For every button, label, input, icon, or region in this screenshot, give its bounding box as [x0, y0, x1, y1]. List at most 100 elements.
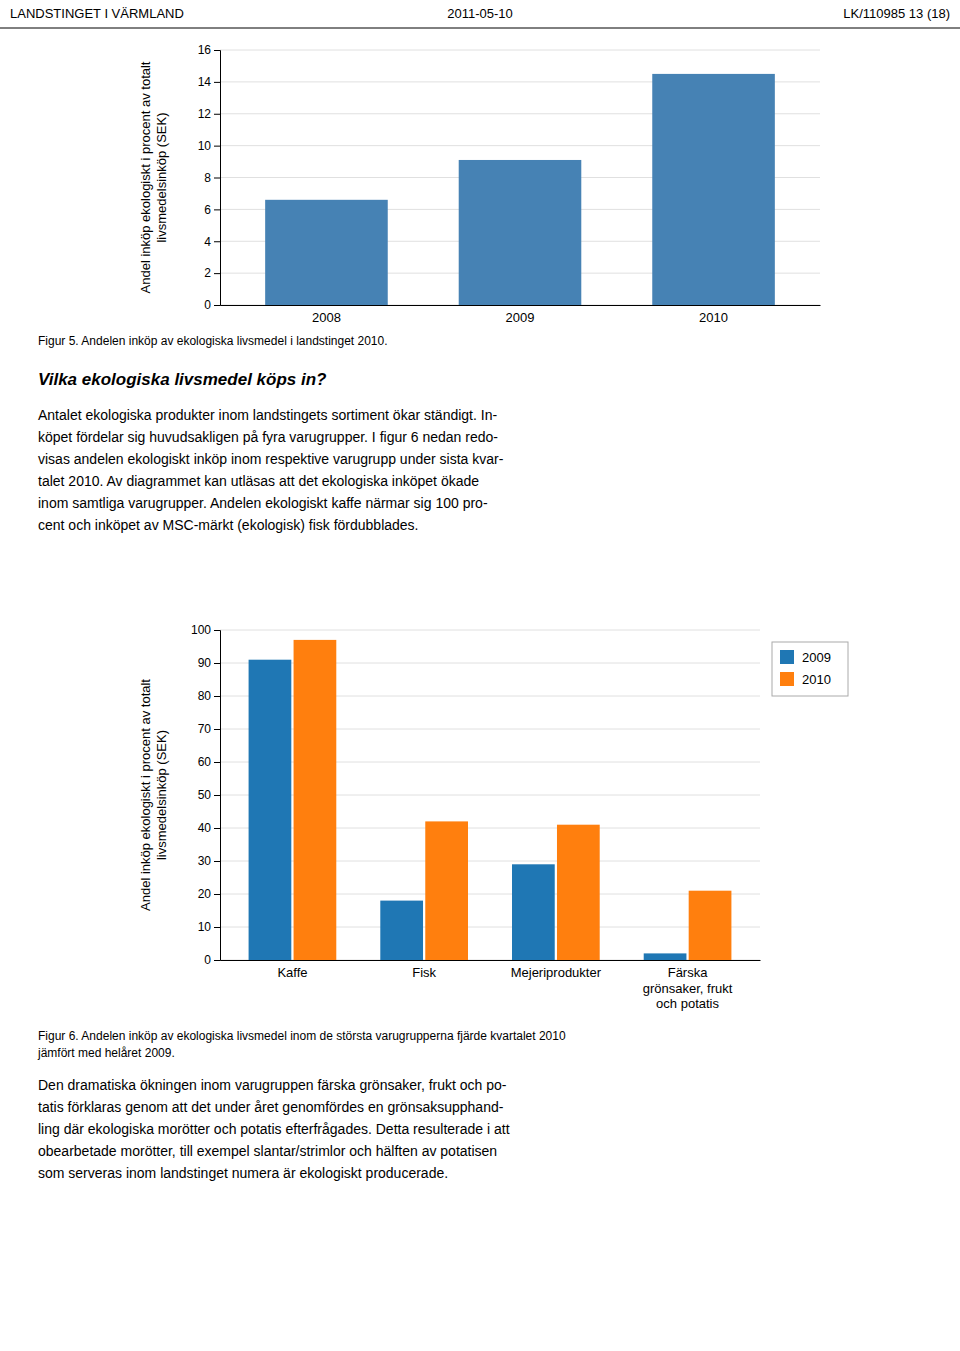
paragraph-line: obearbetade morötter, till exempel slant… [38, 1143, 497, 1159]
y-tick: 2 [204, 266, 220, 280]
legend-label: 2009 [802, 650, 831, 665]
x-tick-label: Mejeriprodukter [511, 965, 602, 980]
bar-series [294, 640, 732, 960]
y-axis-title: Andel inköp ekologiskt i procent av tota… [138, 679, 169, 911]
y-tick: 10 [198, 139, 220, 153]
legend-swatch [780, 650, 794, 664]
y-tick: 8 [204, 171, 220, 185]
x-tick-label: 2010 [699, 310, 728, 325]
x-axis: 2008 2009 2010 [221, 306, 821, 326]
header-center: 2011-05-10 [447, 6, 513, 21]
caption-line: Figur 5. Andelen inköp av ekologiska liv… [38, 334, 388, 348]
y-tick: 80 [198, 689, 220, 703]
grid [220, 630, 760, 960]
paragraph: Den dramatiska ökningen inom varugruppen… [38, 1077, 510, 1181]
x-tick: Kaffe [277, 965, 307, 980]
y-tick: 10 [198, 920, 220, 934]
y-tick-label: 100 [191, 623, 211, 637]
bar [380, 901, 423, 960]
caption: Figur 6. Andelen inköp av ekologiska liv… [37, 1029, 566, 1060]
y-tick-mark [214, 729, 220, 730]
y-tick-label: 6 [204, 203, 211, 217]
y-axis: 0 2 4 6 8 10 12 14 16 [198, 43, 221, 312]
bar [512, 864, 555, 960]
y-tick-mark [214, 762, 220, 763]
x-tick: 2008 [312, 310, 341, 325]
y-tick-mark [214, 241, 220, 242]
y-tick-label: 70 [198, 722, 212, 736]
y-axis-line [214, 51, 221, 306]
y-tick-mark [214, 927, 220, 928]
x-axis-line [221, 960, 761, 961]
bar [652, 74, 775, 305]
paragraph-line: ling där ekologiska morötter och potatis… [38, 1121, 510, 1137]
bars [249, 640, 732, 960]
y-tick-mark [214, 696, 220, 697]
y-tick-label: 4 [204, 235, 211, 249]
y-tick-mark [214, 209, 220, 210]
y-tick-label: 30 [198, 854, 212, 868]
y-tick-label: 12 [198, 107, 212, 121]
legend-entry: 2009 [780, 650, 831, 665]
y-tick: 30 [198, 854, 220, 868]
y-tick-mark [214, 273, 220, 274]
y-tick-mark [214, 82, 220, 83]
page: LANDSTINGET I VÄRMLAND 2011-05-10 LK/11098… [0, 0, 960, 1351]
y-tick-label: 14 [198, 75, 212, 89]
heading: Vilka ekologiska livsmedel köps in? [38, 370, 327, 389]
x-tick-label: 2008 [312, 310, 341, 325]
x-tick: Mejeriprodukter [511, 965, 602, 980]
header-right: LK/110985 13 (18) [843, 6, 950, 21]
x-tick-label: Kaffe [277, 965, 307, 980]
paragraph-line: som serveras inom landstinget numera är … [38, 1165, 448, 1181]
bar-series [265, 74, 775, 305]
y-tick: 90 [198, 656, 220, 670]
y-tick-label: 90 [198, 656, 212, 670]
paragraph-line: köpet fördelar sig huvudsakligen på fyra… [38, 429, 498, 445]
paragraph-line: Antalet ekologiska produkter inom landst… [38, 407, 497, 423]
header-left: LANDSTINGET I VÄRMLAND [10, 6, 184, 21]
y-tick-label: 60 [198, 755, 212, 769]
y-tick-mark [214, 663, 220, 664]
y-tick: 12 [198, 107, 220, 121]
paragraph-line: visas andelen ekologiskt inköp inom resp… [38, 451, 504, 467]
y-tick-label: 8 [204, 171, 211, 185]
x-tick: 2009 [506, 310, 535, 325]
bar [249, 660, 292, 960]
y-tick-label: 40 [198, 821, 212, 835]
y-tick: 6 [204, 203, 220, 217]
legend-label: 2010 [802, 672, 831, 687]
bar [294, 640, 337, 960]
header: LANDSTINGET I VÄRMLAND 2011-05-10 LK/11098… [0, 6, 960, 28]
x-axis-line [221, 305, 821, 306]
y-tick-mark [214, 828, 220, 829]
paragraph-line: Den dramatiska ökningen inom varugruppen… [38, 1077, 507, 1093]
y-tick-label: 10 [198, 920, 212, 934]
y-tick-mark [214, 894, 220, 895]
paragraph-line: inom samtliga varugrupper. Andelen ekolo… [38, 495, 488, 511]
header-rule [0, 28, 960, 29]
y-tick-label: 50 [198, 788, 212, 802]
x-tick: Fisk [412, 965, 436, 980]
y-axis-title: Andel inköp ekologiskt i procent av tota… [138, 61, 169, 293]
y-tick: 100 [191, 623, 220, 637]
caption-line: jämfört med helåret 2009. [37, 1046, 175, 1060]
bar [689, 891, 732, 960]
y-tick-label: 2 [204, 266, 211, 280]
legend-swatch [780, 672, 794, 686]
y-tick: 60 [198, 755, 220, 769]
y-tick: 16 [198, 43, 220, 57]
y-tick-label: 0 [204, 953, 211, 967]
y-tick-mark [214, 630, 220, 631]
paragraph-line: cent och inköpet av MSC-märkt (ekologisk… [38, 517, 419, 533]
chart: 0102030405060708090100KaffeFiskMejeripro… [138, 623, 848, 1011]
y-tick: 0 [204, 298, 220, 312]
legend-entry: 2010 [780, 672, 831, 687]
paragraph: Antalet ekologiska produkter inom landst… [38, 407, 504, 533]
y-tick-mark [214, 795, 220, 796]
y-tick-mark [214, 960, 220, 961]
grid [220, 50, 820, 305]
y-axis-line [214, 631, 221, 961]
bar [557, 825, 600, 960]
y-tick: 40 [198, 821, 220, 835]
